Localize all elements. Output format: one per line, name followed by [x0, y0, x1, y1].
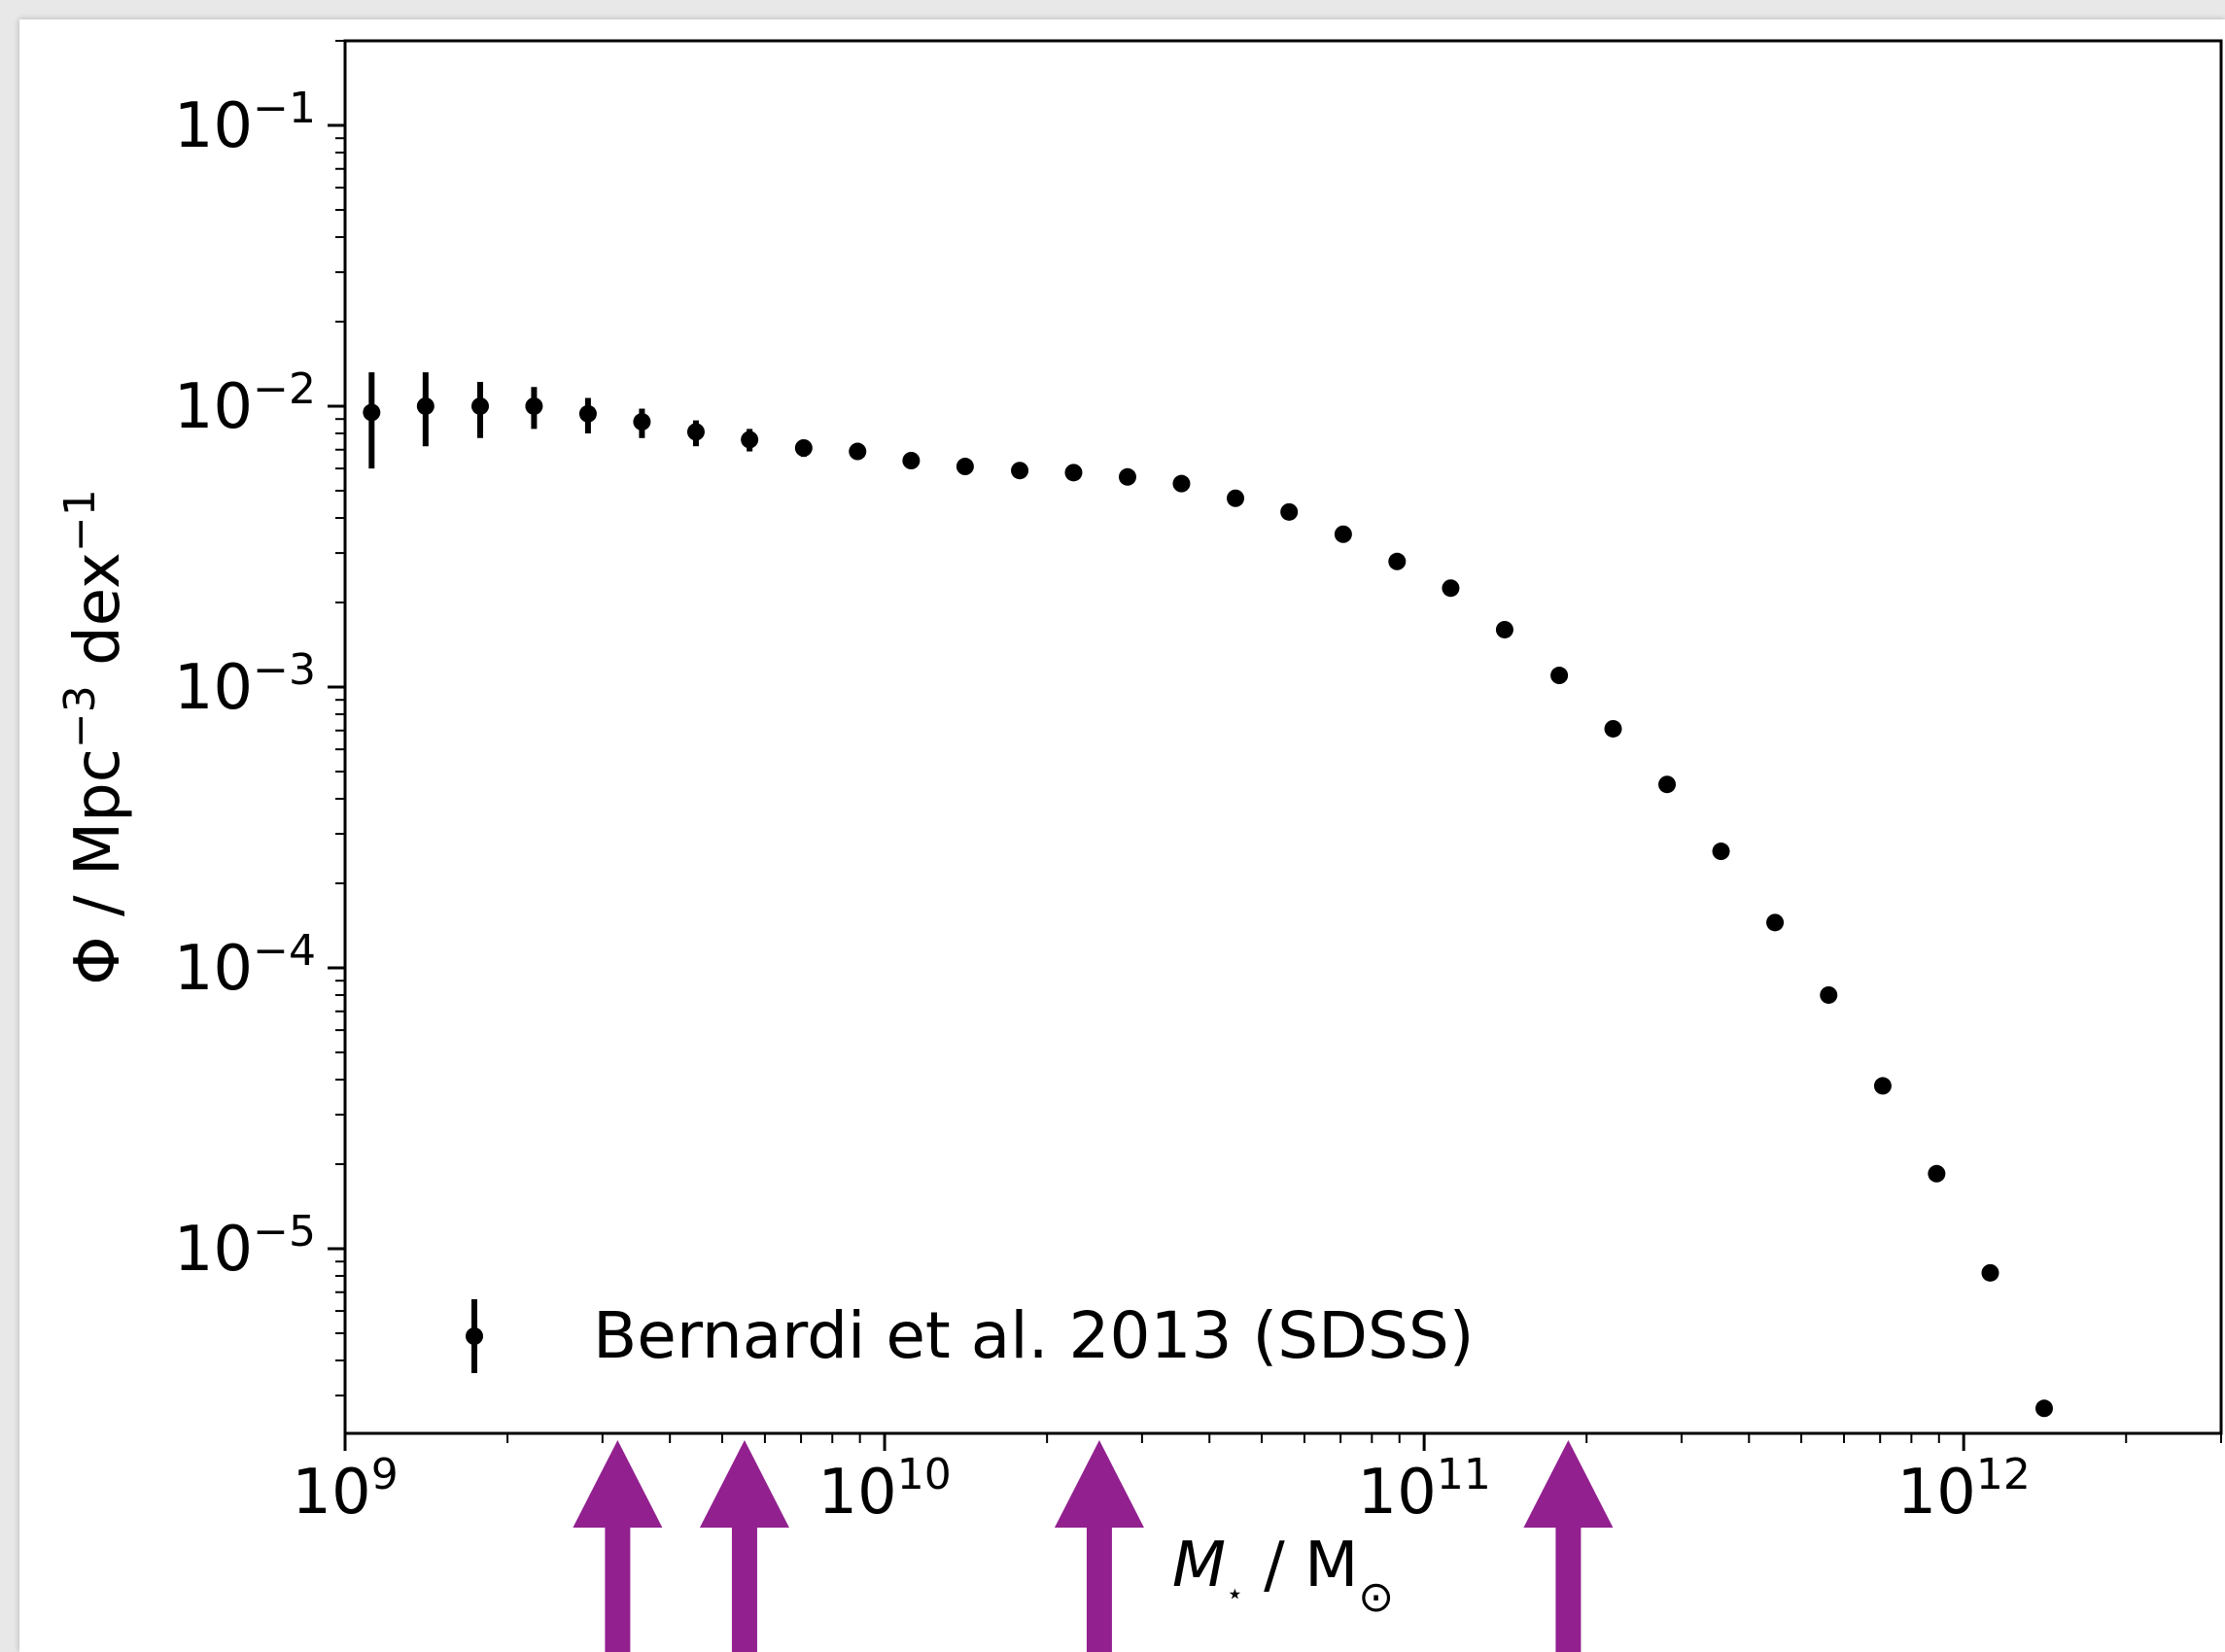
x-tick-label-exp: 10 — [897, 1450, 952, 1499]
annotation-arrow — [573, 1440, 663, 1652]
data-point — [1820, 985, 1838, 1004]
error-bars — [368, 372, 861, 469]
data-point — [902, 452, 921, 470]
data-point — [1604, 719, 1622, 738]
y-axis-label: Φ / Mpc−3 dex−1 — [55, 489, 135, 985]
data-point — [741, 430, 759, 449]
plot-frame — [343, 39, 2223, 1435]
y-tick-label-exp: −5 — [253, 1206, 316, 1256]
data-point — [794, 438, 813, 457]
y-tick-label: 10−2 — [174, 363, 316, 443]
y-tick-label-base: 10 — [174, 1214, 253, 1286]
y-tick-label: 10−3 — [174, 644, 316, 724]
x-tick-label: 1011 — [1357, 1450, 1490, 1530]
data-point — [686, 423, 705, 441]
data-point — [956, 458, 974, 476]
x-tick-label: 1012 — [1896, 1450, 2030, 1530]
y-tick-label-base: 10 — [174, 371, 253, 443]
data-point — [1873, 1077, 1892, 1095]
y-tick-label-base: 10 — [174, 933, 253, 1005]
y-tick-label: 10−4 — [174, 925, 316, 1004]
data-point — [1766, 913, 1785, 932]
legend-label: Bernardi et al. 2013 (SDSS) — [593, 1298, 1474, 1373]
y-tick-label-exp: −2 — [253, 363, 316, 413]
x-tick-label-exp: 9 — [371, 1450, 399, 1499]
x-axis-label-sep: / — [1244, 1530, 1304, 1601]
arrow-head — [1523, 1440, 1614, 1528]
x-axis-label-unit-sub: ⊙ — [1358, 1572, 1394, 1622]
y-axis-label-exp1: −3 — [55, 685, 105, 748]
data-point — [1227, 489, 1245, 507]
data-point — [1280, 502, 1299, 521]
y-tick-label: 10−1 — [174, 83, 316, 162]
legend-marker-dot — [466, 1327, 483, 1345]
y-axis-label-sep: / — [62, 876, 134, 936]
data-point — [1388, 552, 1407, 570]
x-tick-label-base: 10 — [1896, 1457, 1975, 1529]
x-tick-label: 1010 — [817, 1450, 951, 1530]
data-point — [363, 403, 381, 422]
arrow-shaft — [1086, 1524, 1112, 1652]
data-point — [849, 442, 867, 461]
data-points — [363, 396, 2053, 1418]
annotation-arrow — [699, 1440, 789, 1652]
x-axis-label-unit: M — [1304, 1530, 1358, 1601]
y-tick-label-exp: −4 — [253, 925, 316, 975]
arrow-shaft — [731, 1524, 757, 1652]
data-point — [416, 396, 435, 415]
data-point — [1011, 462, 1029, 480]
annotation-arrow — [1523, 1440, 1614, 1652]
arrow-shaft — [605, 1524, 631, 1652]
y-tick-label-base: 10 — [174, 652, 253, 724]
data-point — [470, 396, 489, 415]
x-axis-label-base: M — [1172, 1530, 1226, 1601]
y-tick-label-exp: −3 — [253, 644, 316, 694]
x-tick-label: 109 — [292, 1450, 398, 1530]
arrow-head — [1054, 1440, 1144, 1528]
y-axis-label-exp2: −1 — [55, 489, 105, 552]
data-point — [1550, 667, 1569, 685]
data-point — [1064, 464, 1083, 482]
annotation-arrows — [573, 1440, 1614, 1652]
data-point — [578, 404, 597, 423]
data-point — [1442, 579, 1460, 598]
x-tick-label-base: 10 — [817, 1457, 896, 1529]
figure-panel: 109 1010 1011 1012 10−1 10−2 10−3 10−4 10−5 Bern… — [19, 19, 2225, 1652]
data-point — [1981, 1263, 1999, 1282]
y-axis-label-symbol: Φ — [62, 936, 134, 984]
x-tick-label-base: 10 — [292, 1457, 370, 1529]
y-axis-label-unit1: Mpc — [62, 748, 134, 876]
data-point — [1928, 1164, 1946, 1183]
data-point — [1172, 474, 1191, 493]
annotation-arrow — [1054, 1440, 1144, 1652]
data-point — [1658, 775, 1677, 794]
y-tick-label: 10−5 — [174, 1206, 316, 1286]
y-tick-label-exp: −1 — [253, 83, 316, 132]
data-point — [2034, 1399, 2053, 1418]
x-axis-label: M⋆ / M⊙ — [1172, 1530, 1394, 1622]
arrow-head — [573, 1440, 663, 1528]
data-point — [1118, 467, 1136, 486]
data-point — [525, 396, 543, 415]
legend: Bernardi et al. 2013 (SDSS) — [466, 1298, 1474, 1373]
x-tick-label-base: 10 — [1357, 1457, 1436, 1529]
y-axis-label-unit2: dex — [62, 552, 134, 685]
ticks-layer — [328, 40, 2222, 1451]
data-point — [1495, 620, 1513, 638]
arrow-head — [699, 1440, 789, 1528]
x-tick-label-exp: 12 — [1976, 1450, 2031, 1499]
data-point — [633, 413, 651, 431]
data-point — [1712, 843, 1730, 861]
y-tick-label-base: 10 — [174, 90, 253, 162]
x-tick-label-exp: 11 — [1437, 1450, 1491, 1499]
x-axis-label-sub: ⋆ — [1226, 1577, 1244, 1611]
data-point — [1334, 525, 1352, 543]
arrow-shaft — [1555, 1524, 1582, 1652]
